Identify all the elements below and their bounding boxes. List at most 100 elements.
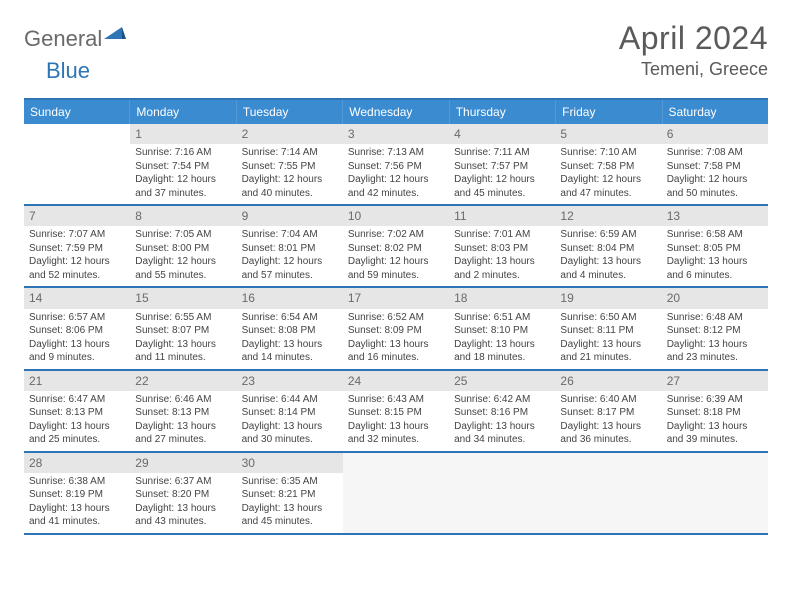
page-subtitle: Temeni, Greece [619, 59, 768, 80]
day-number: 11 [449, 206, 555, 226]
day-cell: 5Sunrise: 7:10 AMSunset: 7:58 PMDaylight… [555, 124, 661, 204]
day-cell: 2Sunrise: 7:14 AMSunset: 7:55 PMDaylight… [237, 124, 343, 204]
day-number: 21 [24, 371, 130, 391]
day-body: Sunrise: 7:11 AMSunset: 7:57 PMDaylight:… [449, 144, 555, 204]
day-cell: 6Sunrise: 7:08 AMSunset: 7:58 PMDaylight… [662, 124, 768, 204]
day-number: 8 [130, 206, 236, 226]
day-number: 25 [449, 371, 555, 391]
day-body: Sunrise: 7:05 AMSunset: 8:00 PMDaylight:… [130, 226, 236, 286]
weekday-header: Monday [130, 100, 236, 124]
day-body: Sunrise: 6:39 AMSunset: 8:18 PMDaylight:… [662, 391, 768, 451]
day-body: Sunrise: 7:07 AMSunset: 7:59 PMDaylight:… [24, 226, 130, 286]
day-body: Sunrise: 6:51 AMSunset: 8:10 PMDaylight:… [449, 309, 555, 369]
day-body: Sunrise: 6:55 AMSunset: 8:07 PMDaylight:… [130, 309, 236, 369]
day-cell: 9Sunrise: 7:04 AMSunset: 8:01 PMDaylight… [237, 206, 343, 286]
day-body: Sunrise: 6:50 AMSunset: 8:11 PMDaylight:… [555, 309, 661, 369]
week-row: 7Sunrise: 7:07 AMSunset: 7:59 PMDaylight… [24, 206, 768, 288]
day-body: Sunrise: 6:44 AMSunset: 8:14 PMDaylight:… [237, 391, 343, 451]
day-cell: 16Sunrise: 6:54 AMSunset: 8:08 PMDayligh… [237, 288, 343, 368]
day-cell: 13Sunrise: 6:58 AMSunset: 8:05 PMDayligh… [662, 206, 768, 286]
day-body: Sunrise: 7:14 AMSunset: 7:55 PMDaylight:… [237, 144, 343, 204]
day-cell: 24Sunrise: 6:43 AMSunset: 8:15 PMDayligh… [343, 371, 449, 451]
day-cell: 26Sunrise: 6:40 AMSunset: 8:17 PMDayligh… [555, 371, 661, 451]
day-number: 16 [237, 288, 343, 308]
weekday-header: Saturday [663, 100, 768, 124]
day-body: Sunrise: 6:58 AMSunset: 8:05 PMDaylight:… [662, 226, 768, 286]
day-number: 23 [237, 371, 343, 391]
day-body: Sunrise: 6:54 AMSunset: 8:08 PMDaylight:… [237, 309, 343, 369]
day-number: 13 [662, 206, 768, 226]
day-number: 27 [662, 371, 768, 391]
day-number: 29 [130, 453, 236, 473]
day-body: Sunrise: 6:52 AMSunset: 8:09 PMDaylight:… [343, 309, 449, 369]
day-cell: 8Sunrise: 7:05 AMSunset: 8:00 PMDaylight… [130, 206, 236, 286]
weekday-header: Wednesday [343, 100, 449, 124]
day-body: Sunrise: 6:38 AMSunset: 8:19 PMDaylight:… [24, 473, 130, 533]
day-cell [449, 453, 555, 533]
weekday-header: Thursday [450, 100, 556, 124]
day-cell: 28Sunrise: 6:38 AMSunset: 8:19 PMDayligh… [24, 453, 130, 533]
day-number: 22 [130, 371, 236, 391]
day-cell: 22Sunrise: 6:46 AMSunset: 8:13 PMDayligh… [130, 371, 236, 451]
day-number: 1 [130, 124, 236, 144]
day-cell: 19Sunrise: 6:50 AMSunset: 8:11 PMDayligh… [555, 288, 661, 368]
day-number: 9 [237, 206, 343, 226]
day-cell: 30Sunrise: 6:35 AMSunset: 8:21 PMDayligh… [237, 453, 343, 533]
day-cell: 17Sunrise: 6:52 AMSunset: 8:09 PMDayligh… [343, 288, 449, 368]
day-number: 3 [343, 124, 449, 144]
day-cell: 18Sunrise: 6:51 AMSunset: 8:10 PMDayligh… [449, 288, 555, 368]
day-number: 15 [130, 288, 236, 308]
day-cell: 11Sunrise: 7:01 AMSunset: 8:03 PMDayligh… [449, 206, 555, 286]
day-number: 28 [24, 453, 130, 473]
logo: General [24, 26, 126, 52]
day-number: 14 [24, 288, 130, 308]
day-body: Sunrise: 6:40 AMSunset: 8:17 PMDaylight:… [555, 391, 661, 451]
weekday-header: Friday [556, 100, 662, 124]
day-number: 19 [555, 288, 661, 308]
day-body: Sunrise: 6:37 AMSunset: 8:20 PMDaylight:… [130, 473, 236, 533]
day-cell: 12Sunrise: 6:59 AMSunset: 8:04 PMDayligh… [555, 206, 661, 286]
day-body: Sunrise: 6:35 AMSunset: 8:21 PMDaylight:… [237, 473, 343, 533]
day-number: 18 [449, 288, 555, 308]
day-cell: 20Sunrise: 6:48 AMSunset: 8:12 PMDayligh… [662, 288, 768, 368]
day-cell: 25Sunrise: 6:42 AMSunset: 8:16 PMDayligh… [449, 371, 555, 451]
logo-text-general: General [24, 26, 102, 52]
day-cell: 1Sunrise: 7:16 AMSunset: 7:54 PMDaylight… [130, 124, 236, 204]
day-body: Sunrise: 7:16 AMSunset: 7:54 PMDaylight:… [130, 144, 236, 204]
day-cell [555, 453, 661, 533]
day-number: 24 [343, 371, 449, 391]
day-body: Sunrise: 6:47 AMSunset: 8:13 PMDaylight:… [24, 391, 130, 451]
day-number: 2 [237, 124, 343, 144]
weekday-header-row: SundayMondayTuesdayWednesdayThursdayFrid… [24, 100, 768, 124]
day-body: Sunrise: 7:01 AMSunset: 8:03 PMDaylight:… [449, 226, 555, 286]
day-number: 4 [449, 124, 555, 144]
day-cell: 29Sunrise: 6:37 AMSunset: 8:20 PMDayligh… [130, 453, 236, 533]
day-number: 7 [24, 206, 130, 226]
day-body: Sunrise: 7:10 AMSunset: 7:58 PMDaylight:… [555, 144, 661, 204]
day-cell: 14Sunrise: 6:57 AMSunset: 8:06 PMDayligh… [24, 288, 130, 368]
day-cell: 3Sunrise: 7:13 AMSunset: 7:56 PMDaylight… [343, 124, 449, 204]
day-body: Sunrise: 6:46 AMSunset: 8:13 PMDaylight:… [130, 391, 236, 451]
day-cell: 21Sunrise: 6:47 AMSunset: 8:13 PMDayligh… [24, 371, 130, 451]
week-row: 21Sunrise: 6:47 AMSunset: 8:13 PMDayligh… [24, 371, 768, 453]
day-number: 26 [555, 371, 661, 391]
calendar: SundayMondayTuesdayWednesdayThursdayFrid… [24, 98, 768, 535]
day-body: Sunrise: 7:04 AMSunset: 8:01 PMDaylight:… [237, 226, 343, 286]
weekday-header: Sunday [24, 100, 130, 124]
day-number: 10 [343, 206, 449, 226]
day-body: Sunrise: 6:43 AMSunset: 8:15 PMDaylight:… [343, 391, 449, 451]
logo-triangle-icon [104, 25, 126, 46]
week-row: 14Sunrise: 6:57 AMSunset: 8:06 PMDayligh… [24, 288, 768, 370]
day-body: Sunrise: 7:13 AMSunset: 7:56 PMDaylight:… [343, 144, 449, 204]
logo-text-blue: Blue [46, 58, 90, 84]
page-title: April 2024 [619, 20, 768, 57]
day-cell: 15Sunrise: 6:55 AMSunset: 8:07 PMDayligh… [130, 288, 236, 368]
day-number: 12 [555, 206, 661, 226]
day-cell: 4Sunrise: 7:11 AMSunset: 7:57 PMDaylight… [449, 124, 555, 204]
day-number: 5 [555, 124, 661, 144]
day-body: Sunrise: 7:08 AMSunset: 7:58 PMDaylight:… [662, 144, 768, 204]
day-cell: 23Sunrise: 6:44 AMSunset: 8:14 PMDayligh… [237, 371, 343, 451]
day-number: 17 [343, 288, 449, 308]
day-body: Sunrise: 6:59 AMSunset: 8:04 PMDaylight:… [555, 226, 661, 286]
day-cell: . [24, 124, 130, 204]
